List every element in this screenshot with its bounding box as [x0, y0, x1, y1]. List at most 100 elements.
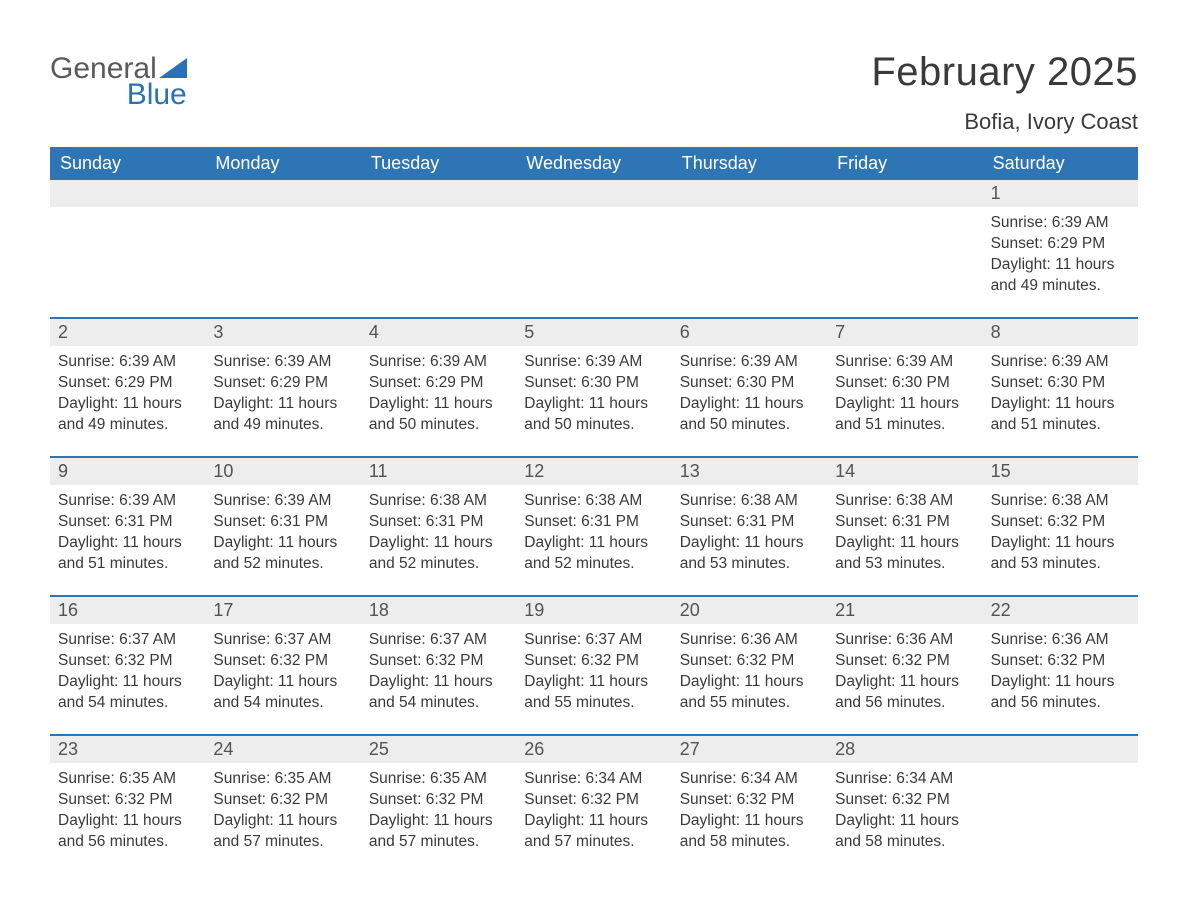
sunrise-text: Sunrise: 6:38 AM	[524, 491, 661, 512]
day-cell: Sunrise: 6:37 AMSunset: 6:32 PMDaylight:…	[516, 624, 671, 720]
dow-sunday: Sunday	[50, 147, 205, 180]
day-number: 2	[50, 319, 205, 346]
day-number: 4	[361, 319, 516, 346]
day-cell: Sunrise: 6:39 AMSunset: 6:30 PMDaylight:…	[516, 346, 671, 442]
sunset-text: Sunset: 6:32 PM	[991, 651, 1128, 672]
day-number: 13	[672, 458, 827, 485]
daylight-text: Daylight: 11 hours and 56 minutes.	[991, 672, 1128, 714]
daylight-text: Daylight: 11 hours and 50 minutes.	[524, 394, 661, 436]
daylight-text: Daylight: 11 hours and 58 minutes.	[835, 811, 972, 853]
daylight-text: Daylight: 11 hours and 49 minutes.	[213, 394, 350, 436]
day-cell	[827, 207, 982, 303]
brand-logo-text: General Blue	[50, 54, 187, 110]
day-cell	[205, 207, 360, 303]
daylight-text: Daylight: 11 hours and 54 minutes.	[58, 672, 195, 714]
day-number: 19	[516, 597, 671, 624]
day-cell: Sunrise: 6:37 AMSunset: 6:32 PMDaylight:…	[361, 624, 516, 720]
daylight-text: Daylight: 11 hours and 53 minutes.	[680, 533, 817, 575]
sunset-text: Sunset: 6:29 PM	[58, 373, 195, 394]
page-header: General Blue February 2025 Bofia, Ivory …	[50, 50, 1138, 135]
day-cell: Sunrise: 6:35 AMSunset: 6:32 PMDaylight:…	[50, 763, 205, 859]
day-cell: Sunrise: 6:38 AMSunset: 6:31 PMDaylight:…	[827, 485, 982, 581]
dow-monday: Monday	[205, 147, 360, 180]
month-title: February 2025	[871, 50, 1138, 95]
day-cell: Sunrise: 6:37 AMSunset: 6:32 PMDaylight:…	[50, 624, 205, 720]
sunset-text: Sunset: 6:32 PM	[369, 790, 506, 811]
day-number: 3	[205, 319, 360, 346]
day-cell: Sunrise: 6:39 AMSunset: 6:30 PMDaylight:…	[983, 346, 1138, 442]
day-number: 8	[983, 319, 1138, 346]
week-row: 9101112131415Sunrise: 6:39 AMSunset: 6:3…	[50, 456, 1138, 581]
dow-saturday: Saturday	[983, 147, 1138, 180]
day-number: 18	[361, 597, 516, 624]
day-number	[827, 180, 982, 207]
day-number: 28	[827, 736, 982, 763]
sunrise-text: Sunrise: 6:39 AM	[835, 352, 972, 373]
day-number: 27	[672, 736, 827, 763]
sunrise-text: Sunrise: 6:39 AM	[213, 352, 350, 373]
daylight-text: Daylight: 11 hours and 57 minutes.	[369, 811, 506, 853]
sunset-text: Sunset: 6:32 PM	[213, 651, 350, 672]
daylight-text: Daylight: 11 hours and 51 minutes.	[835, 394, 972, 436]
sunrise-text: Sunrise: 6:37 AM	[369, 630, 506, 651]
sunset-text: Sunset: 6:32 PM	[524, 651, 661, 672]
day-number	[672, 180, 827, 207]
sunset-text: Sunset: 6:31 PM	[680, 512, 817, 533]
daylight-text: Daylight: 11 hours and 49 minutes.	[991, 255, 1128, 297]
daylight-text: Daylight: 11 hours and 50 minutes.	[369, 394, 506, 436]
sunrise-text: Sunrise: 6:38 AM	[369, 491, 506, 512]
sunrise-text: Sunrise: 6:34 AM	[835, 769, 972, 790]
day-number: 14	[827, 458, 982, 485]
location-label: Bofia, Ivory Coast	[871, 109, 1138, 135]
daylight-text: Daylight: 11 hours and 51 minutes.	[58, 533, 195, 575]
day-cell: Sunrise: 6:39 AMSunset: 6:29 PMDaylight:…	[50, 346, 205, 442]
day-cell	[361, 207, 516, 303]
daylight-text: Daylight: 11 hours and 57 minutes.	[524, 811, 661, 853]
sunrise-text: Sunrise: 6:39 AM	[680, 352, 817, 373]
week-row: 232425262728Sunrise: 6:35 AMSunset: 6:32…	[50, 734, 1138, 859]
day-cell: Sunrise: 6:39 AMSunset: 6:30 PMDaylight:…	[827, 346, 982, 442]
day-number	[205, 180, 360, 207]
sunrise-text: Sunrise: 6:39 AM	[213, 491, 350, 512]
weeks-container: 1Sunrise: 6:39 AMSunset: 6:29 PMDaylight…	[50, 180, 1138, 859]
sunrise-text: Sunrise: 6:38 AM	[835, 491, 972, 512]
day-number: 5	[516, 319, 671, 346]
week-row: 1Sunrise: 6:39 AMSunset: 6:29 PMDaylight…	[50, 180, 1138, 303]
day-number	[50, 180, 205, 207]
day-cell: Sunrise: 6:38 AMSunset: 6:31 PMDaylight:…	[672, 485, 827, 581]
day-cell: Sunrise: 6:34 AMSunset: 6:32 PMDaylight:…	[516, 763, 671, 859]
daylight-text: Daylight: 11 hours and 49 minutes.	[58, 394, 195, 436]
daynum-band: 16171819202122	[50, 597, 1138, 624]
title-block: February 2025 Bofia, Ivory Coast	[871, 50, 1138, 135]
day-cell: Sunrise: 6:34 AMSunset: 6:32 PMDaylight:…	[672, 763, 827, 859]
sunset-text: Sunset: 6:29 PM	[213, 373, 350, 394]
sunrise-text: Sunrise: 6:36 AM	[680, 630, 817, 651]
day-cell: Sunrise: 6:34 AMSunset: 6:32 PMDaylight:…	[827, 763, 982, 859]
day-number	[361, 180, 516, 207]
day-cell	[672, 207, 827, 303]
day-cell: Sunrise: 6:39 AMSunset: 6:29 PMDaylight:…	[205, 346, 360, 442]
sunrise-text: Sunrise: 6:35 AM	[369, 769, 506, 790]
day-number: 23	[50, 736, 205, 763]
daylight-text: Daylight: 11 hours and 53 minutes.	[835, 533, 972, 575]
dow-friday: Friday	[827, 147, 982, 180]
daylight-text: Daylight: 11 hours and 58 minutes.	[680, 811, 817, 853]
day-number	[516, 180, 671, 207]
sunset-text: Sunset: 6:32 PM	[680, 790, 817, 811]
daylight-text: Daylight: 11 hours and 50 minutes.	[680, 394, 817, 436]
dow-wednesday: Wednesday	[516, 147, 671, 180]
calendar-grid: Sunday Monday Tuesday Wednesday Thursday…	[50, 147, 1138, 859]
week-row: 2345678Sunrise: 6:39 AMSunset: 6:29 PMDa…	[50, 317, 1138, 442]
day-number: 20	[672, 597, 827, 624]
sunset-text: Sunset: 6:32 PM	[680, 651, 817, 672]
day-number: 24	[205, 736, 360, 763]
day-number: 21	[827, 597, 982, 624]
sunrise-text: Sunrise: 6:35 AM	[58, 769, 195, 790]
day-cell: Sunrise: 6:39 AMSunset: 6:31 PMDaylight:…	[205, 485, 360, 581]
day-cell: Sunrise: 6:39 AMSunset: 6:29 PMDaylight:…	[361, 346, 516, 442]
day-cell: Sunrise: 6:36 AMSunset: 6:32 PMDaylight:…	[672, 624, 827, 720]
day-number: 6	[672, 319, 827, 346]
sunrise-text: Sunrise: 6:36 AM	[991, 630, 1128, 651]
daynum-band: 2345678	[50, 319, 1138, 346]
sunset-text: Sunset: 6:31 PM	[213, 512, 350, 533]
